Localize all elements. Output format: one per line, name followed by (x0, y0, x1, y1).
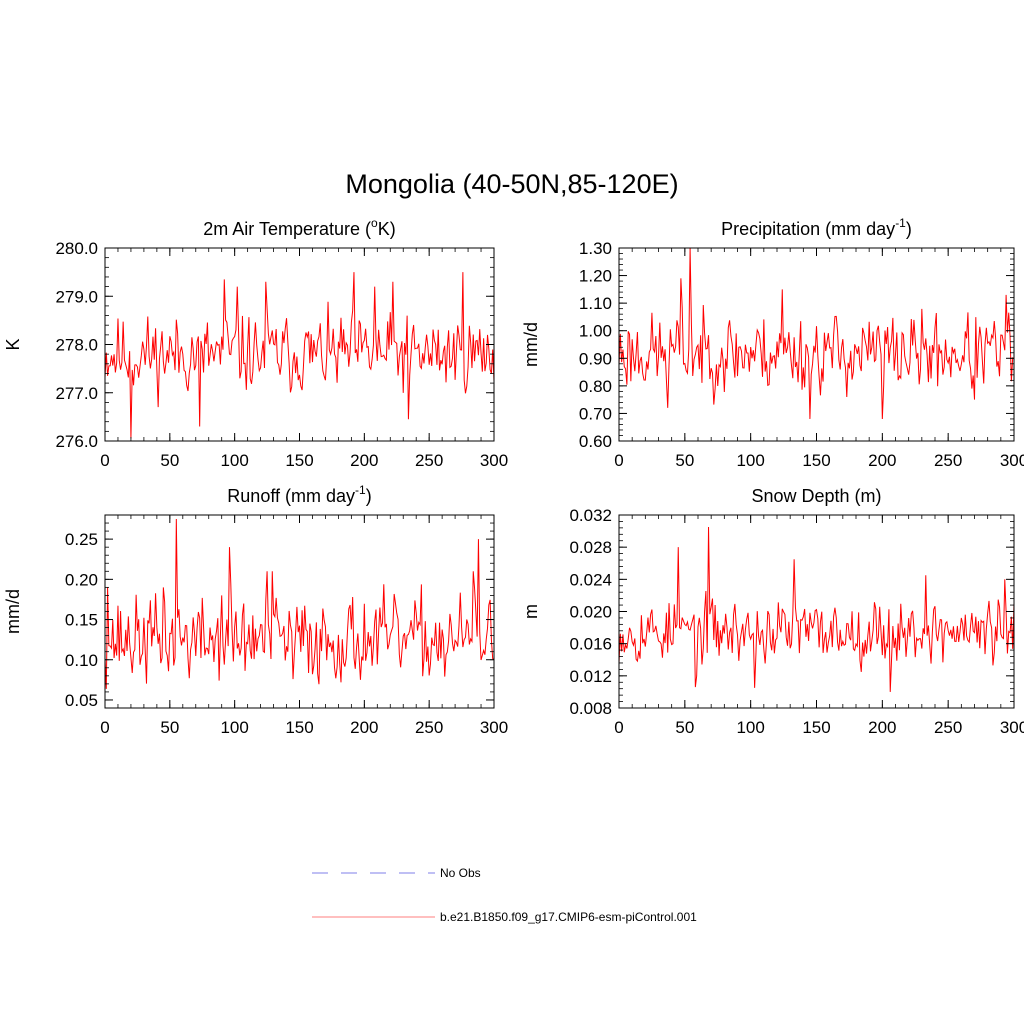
x-tick-label: 150 (285, 451, 313, 470)
y-tick-label: 0.020 (569, 603, 612, 622)
y-tick-label: 0.15 (65, 611, 98, 630)
x-tick-label: 300 (480, 718, 508, 737)
x-tick-label: 250 (934, 451, 962, 470)
panel-snow-depth: 0.008 0.012 0.016 0.020 0.024 0.028 0.032 0 50 10… (521, 486, 1024, 737)
y-tick-label: 0.024 (569, 570, 612, 589)
x-tick-label: 50 (675, 451, 694, 470)
x-tick-label: 50 (675, 718, 694, 737)
y-axis-label-precipitation: mm/d (521, 322, 541, 367)
y-tick-label: 0.008 (569, 699, 612, 718)
y-tick-label: 0.60 (579, 432, 612, 451)
y-tick-label: 0.10 (65, 651, 98, 670)
y-tick-label: 280.0 (55, 239, 98, 258)
y-axis-label-temperature: K (3, 338, 23, 350)
x-tick-label: 0 (614, 451, 623, 470)
legend: No Obs b.e21.B1850.f09_g17.CMIP6-esm-piC… (312, 866, 697, 924)
x-tick-label: 300 (1000, 451, 1024, 470)
x-tick-label: 50 (160, 451, 179, 470)
x-tick-label: 200 (350, 718, 378, 737)
y-tick-label: 0.05 (65, 691, 98, 710)
y-tick-label: 1.00 (579, 322, 612, 341)
series-line-snow-depth (618, 527, 1015, 692)
series-line-runoff (104, 519, 495, 689)
panel-title-precipitation: Precipitation (mm day-1) (721, 216, 912, 239)
y-tick-label: 0.70 (579, 404, 612, 423)
y-tick-label: 0.20 (65, 570, 98, 589)
y-tick-label: 1.30 (579, 239, 612, 258)
y-tick-label: 278.0 (55, 336, 98, 355)
x-tick-label: 200 (350, 451, 378, 470)
panel-title-snow-depth: Snow Depth (m) (751, 486, 881, 506)
x-tick-label: 0 (100, 451, 109, 470)
series-line-temperature (104, 272, 495, 439)
x-tick-label: 100 (736, 451, 764, 470)
y-tick-label: 0.25 (65, 530, 98, 549)
panel-title-runoff: Runoff (mm day-1) (227, 483, 371, 506)
y-tick-label: 1.20 (579, 267, 612, 286)
x-tick-label: 100 (220, 718, 248, 737)
y-tick-label: 0.016 (569, 635, 612, 654)
y-tick-label: 0.012 (569, 667, 612, 686)
y-tick-label: 276.0 (55, 432, 98, 451)
x-tick-label: 150 (285, 718, 313, 737)
y-axis-label-runoff: mm/d (3, 589, 23, 634)
x-tick-label: 300 (1000, 718, 1024, 737)
y-tick-label: 279.0 (55, 287, 98, 306)
x-tick-label: 100 (736, 718, 764, 737)
x-tick-label: 100 (220, 451, 248, 470)
y-tick-label: 0.80 (579, 377, 612, 396)
y-axis-label-snow-depth: m (521, 604, 541, 619)
plot-frame-precipitation (618, 247, 1015, 442)
x-tick-label: 250 (415, 718, 443, 737)
x-tick-label: 300 (480, 451, 508, 470)
series-line-precipitation (618, 247, 1015, 419)
panels: 276.0 277.0 278.0 279.0 280.0 0 50 100 150 200 250… (3, 216, 1024, 737)
x-tick-label: 0 (100, 718, 109, 737)
y-tick-label: 0.032 (569, 506, 612, 525)
y-tick-label: 0.90 (579, 349, 612, 368)
y-tick-label: 1.10 (579, 294, 612, 313)
x-tick-label: 50 (160, 718, 179, 737)
x-tick-label: 150 (802, 451, 830, 470)
x-tick-label: 250 (934, 718, 962, 737)
panel-title-temperature: 2m Air Temperature (oK) (203, 216, 395, 239)
panel-runoff: 0.05 0.10 0.15 0.20 0.25 0 50 100 150 200 250 300 Ru… (3, 483, 508, 737)
panel-temperature: 276.0 277.0 278.0 279.0 280.0 0 50 100 150 200 250… (3, 216, 508, 470)
x-tick-label: 200 (868, 451, 896, 470)
legend-label-no-obs: No Obs (440, 866, 481, 880)
x-tick-label: 0 (614, 718, 623, 737)
x-tick-label: 200 (868, 718, 896, 737)
x-tick-label: 150 (802, 718, 830, 737)
figure-title: Mongolia (40-50N,85-120E) (345, 169, 678, 199)
panel-precipitation: 0.60 0.70 0.80 0.90 1.00 1.10 1.20 1.30 0 50 100 15… (521, 216, 1024, 470)
y-tick-label: 0.028 (569, 538, 612, 557)
legend-label-model: b.e21.B1850.f09_g17.CMIP6-esm-piControl.… (440, 910, 697, 924)
y-tick-label: 277.0 (55, 384, 98, 403)
x-tick-label: 250 (415, 451, 443, 470)
